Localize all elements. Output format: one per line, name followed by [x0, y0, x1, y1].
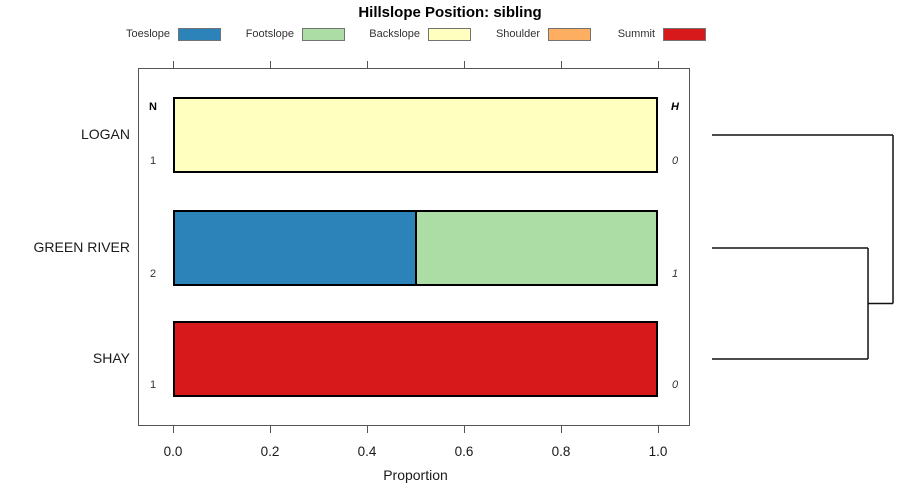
row-label-logan: LOGAN [80, 126, 130, 142]
x-tick-bottom [172, 426, 174, 433]
legend-item-shoulder: Shoulder [428, 28, 591, 41]
legend-item-toeslope: Toeslope [58, 28, 221, 41]
x-tick-top [366, 61, 368, 68]
legend-label: Shoulder [495, 28, 540, 40]
legend-swatch-footslope [302, 28, 345, 41]
x-tick-bottom [269, 426, 271, 433]
bar-segment-summit [175, 323, 656, 395]
legend-label: Summit [617, 28, 655, 40]
row-label-green-river: GREEN RIVER [33, 239, 130, 255]
plot-area [138, 68, 690, 426]
x-tick-top [172, 61, 174, 68]
row-label-shay: SHAY [92, 350, 130, 366]
chart-title: Hillslope Position: sibling [358, 4, 542, 21]
bar-logan [173, 97, 658, 173]
n-value-shay: 1 [149, 379, 157, 391]
x-tick-top [560, 61, 562, 68]
x-tick-top [657, 61, 659, 68]
legend-swatch-summit [663, 28, 706, 41]
legend-swatch-shoulder [548, 28, 591, 41]
x-tick-bottom [463, 426, 465, 433]
legend-item-backslope: Backslope [308, 28, 471, 41]
bar-green-river [173, 210, 658, 286]
bar-segment-toeslope [175, 212, 415, 284]
x-tick-label: 0.0 [163, 444, 183, 459]
h-value-logan: 0 [671, 155, 679, 167]
x-axis-title: Proportion [383, 467, 448, 483]
x-tick-label: 0.6 [454, 444, 474, 459]
legend-swatch-backslope [428, 28, 471, 41]
h-value-green-river: 1 [671, 268, 679, 280]
n-value-green-river: 2 [149, 268, 157, 280]
x-tick-label: 1.0 [648, 444, 668, 459]
h-value-shay: 0 [671, 379, 679, 391]
h-column-header: H [671, 101, 679, 113]
legend-item-footslope: Footslope [182, 28, 345, 41]
legend-label: Backslope [369, 28, 420, 40]
x-tick-bottom [366, 426, 368, 433]
bar-segment-backslope [175, 99, 656, 171]
x-tick-top [463, 61, 465, 68]
x-tick-label: 0.4 [357, 444, 377, 459]
n-value-logan: 1 [149, 155, 157, 167]
bar-shay [173, 321, 658, 397]
legend-item-summit: Summit [543, 28, 706, 41]
x-tick-label: 0.2 [260, 444, 280, 459]
x-tick-bottom [560, 426, 562, 433]
legend-label: Footslope [245, 28, 294, 40]
legend-label: Toeslope [125, 28, 170, 40]
x-tick-bottom [657, 426, 659, 433]
x-tick-label: 0.8 [551, 444, 571, 459]
bar-segment-footslope [414, 212, 656, 284]
legend-swatch-toeslope [178, 28, 221, 41]
x-tick-top [269, 61, 271, 68]
n-column-header: N [149, 101, 157, 113]
